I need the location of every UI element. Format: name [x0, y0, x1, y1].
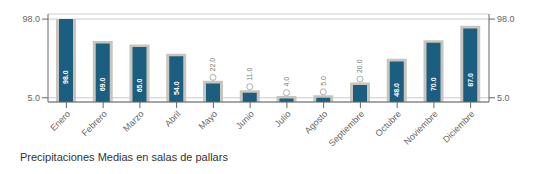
svg-text:22.0: 22.0	[210, 58, 217, 72]
svg-text:20.0: 20.0	[357, 59, 364, 73]
svg-text:Febrero: Febrero	[80, 109, 109, 138]
svg-text:Septiembre: Septiembre	[327, 109, 367, 148]
svg-text:Mayo: Mayo	[197, 109, 220, 132]
svg-text:Marzo: Marzo	[121, 109, 146, 134]
svg-text:5.0: 5.0	[27, 93, 40, 103]
svg-text:70.0: 70.0	[430, 77, 437, 91]
svg-text:98.0: 98.0	[497, 14, 515, 24]
svg-text:Noviembre: Noviembre	[402, 109, 440, 147]
svg-text:Enero: Enero	[48, 109, 72, 133]
svg-text:Octubre: Octubre	[373, 109, 403, 139]
svg-text:5.0: 5.0	[320, 76, 327, 86]
svg-text:Agosto: Agosto	[303, 109, 330, 136]
html-text:Precipitaciones Medias en sala: Precipitaciones Medias en salas de palla…	[20, 151, 228, 163]
svg-text:Abril: Abril	[163, 109, 183, 129]
svg-text:Junio: Junio	[234, 109, 256, 131]
svg-text:5.0: 5.0	[497, 93, 510, 103]
svg-text:69.0: 69.0	[99, 78, 106, 92]
svg-text:Julio: Julio	[273, 109, 293, 129]
svg-text:4.0: 4.0	[283, 77, 290, 87]
svg-text:98.0: 98.0	[22, 14, 40, 24]
svg-text:98.0: 98.0	[63, 70, 70, 84]
svg-text:54.0: 54.0	[173, 81, 180, 95]
svg-text:87.0: 87.0	[467, 73, 474, 87]
svg-text:Diciembre: Diciembre	[441, 109, 477, 145]
svg-text:65.0: 65.0	[136, 79, 143, 93]
svg-text:48.0: 48.0	[393, 83, 400, 97]
svg-text:11.0: 11.0	[246, 67, 253, 80]
